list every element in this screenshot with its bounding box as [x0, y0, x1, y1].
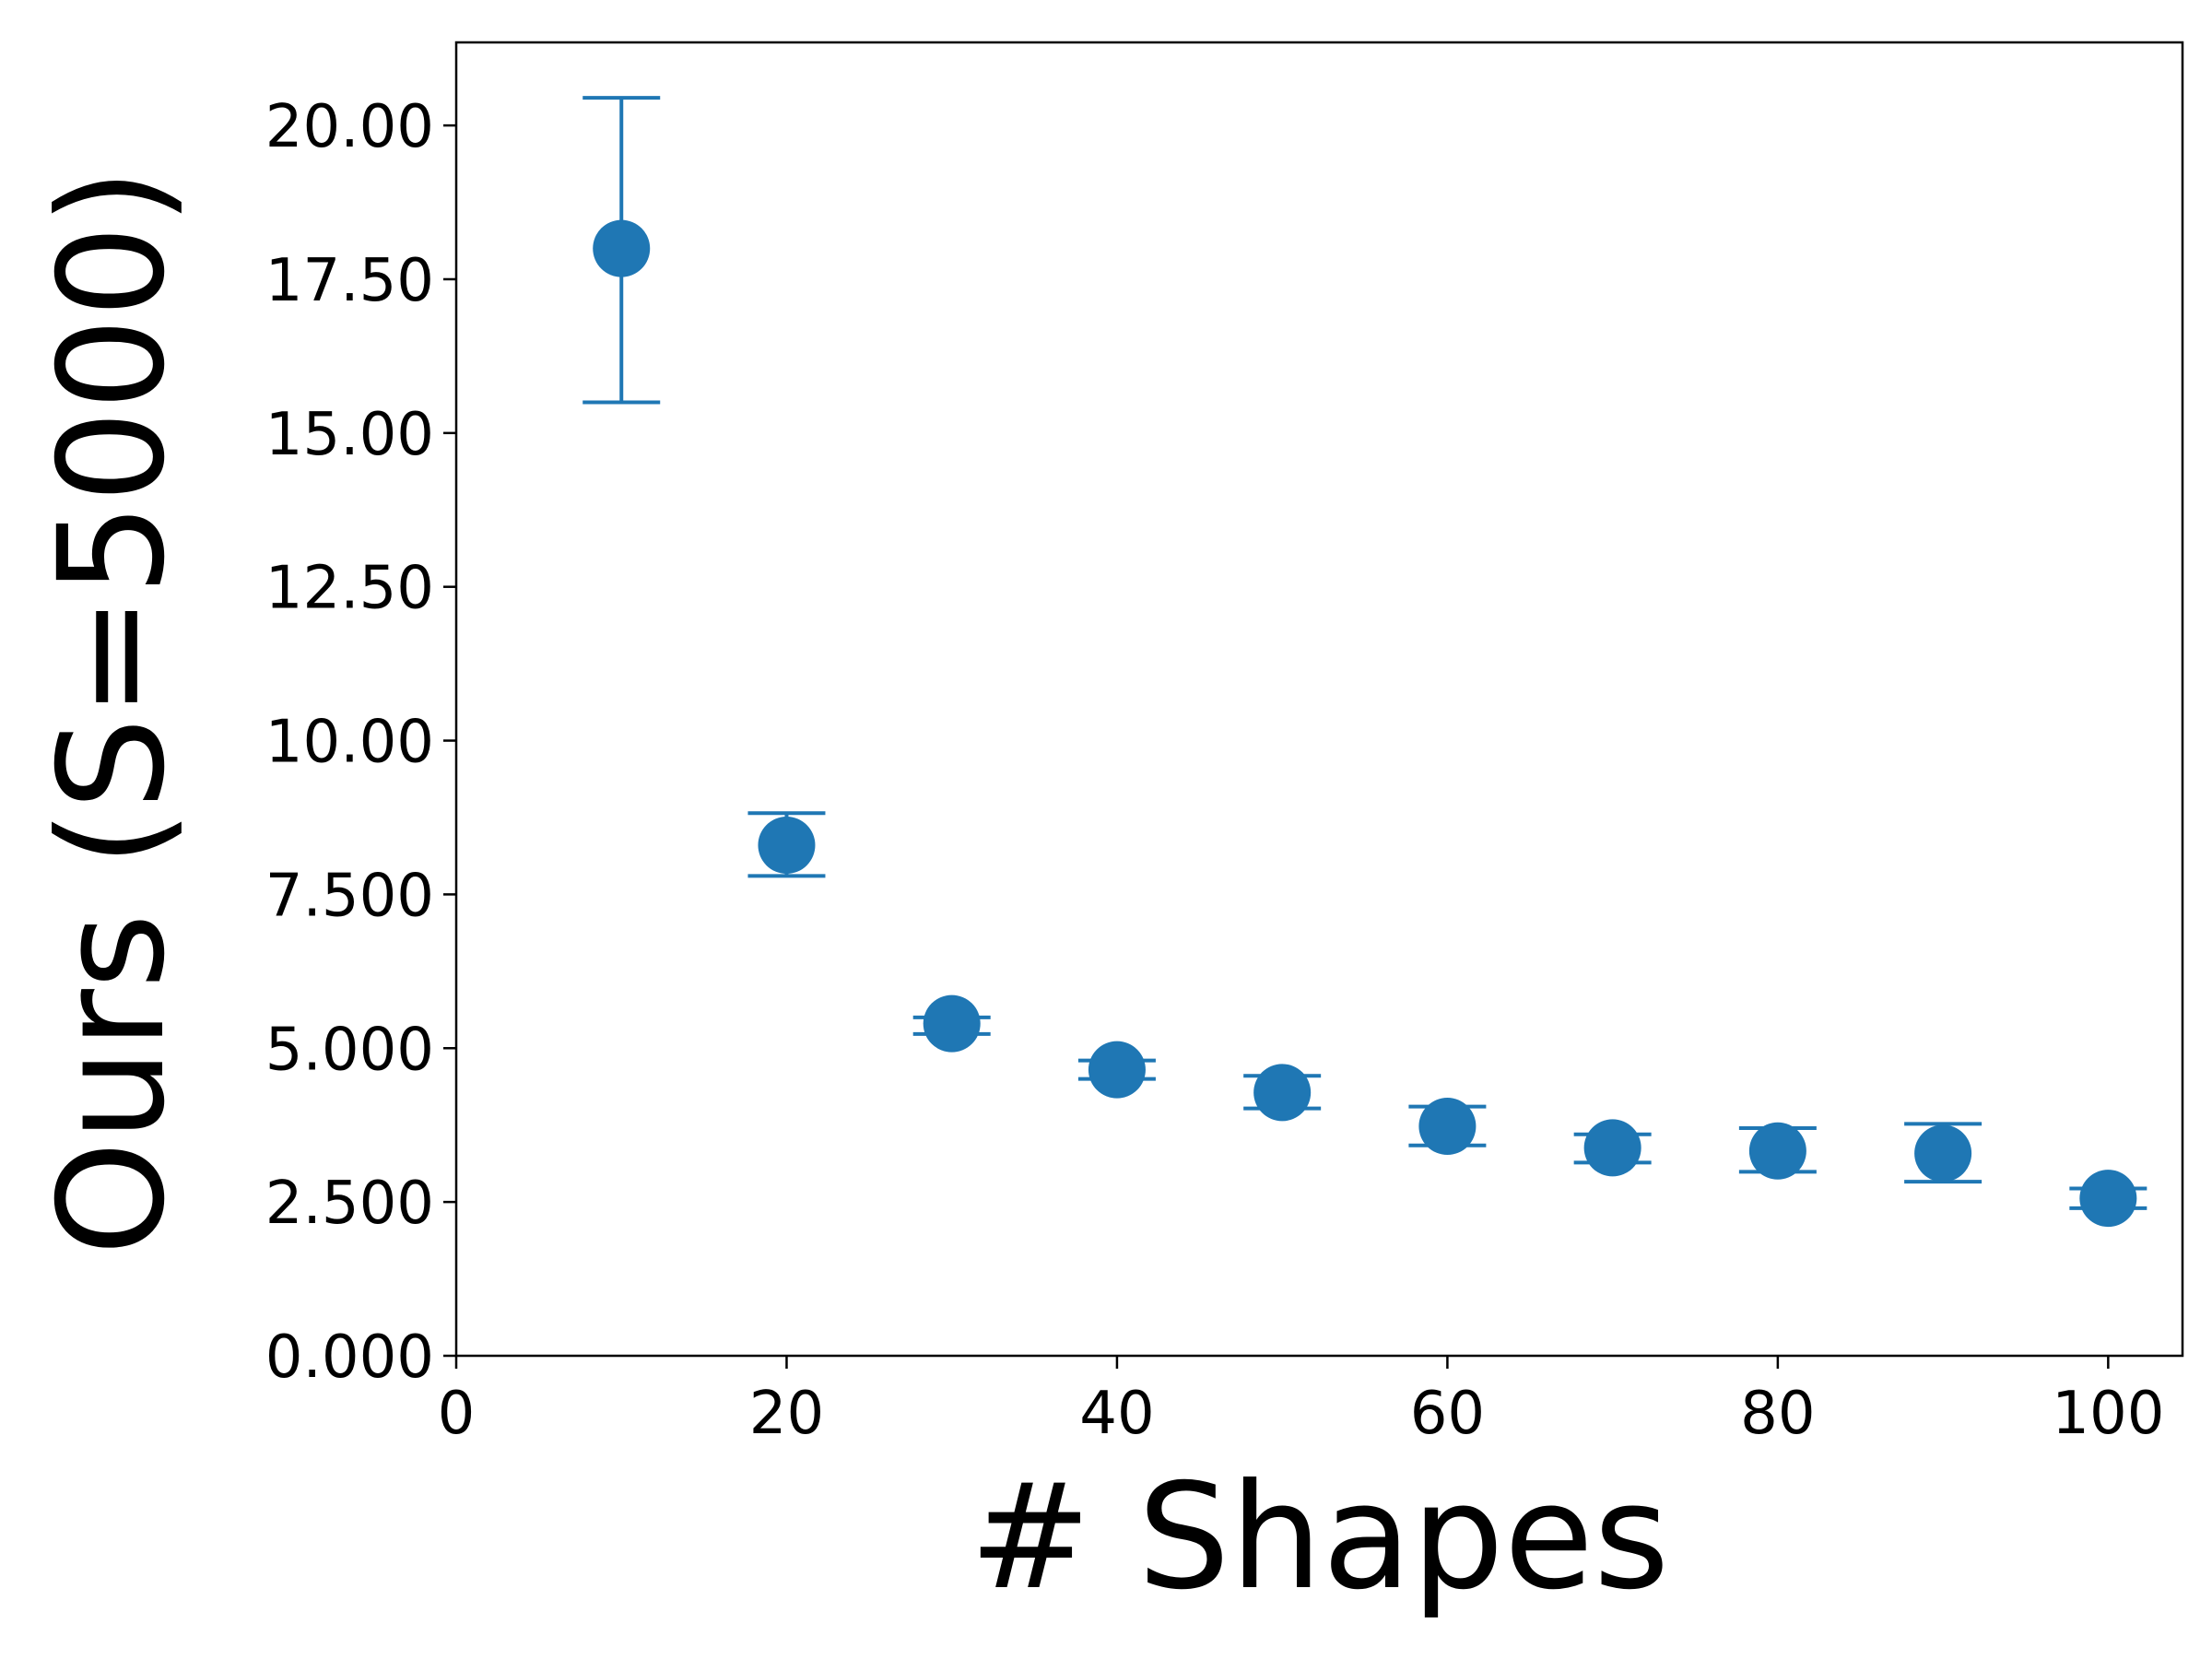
x-tick-label: 60: [1410, 1380, 1485, 1448]
y-tick-label: 20.00: [265, 93, 434, 161]
x-tick-label: 40: [1079, 1380, 1154, 1448]
data-point: [593, 219, 651, 277]
data-point: [1253, 1064, 1312, 1122]
y-tick-label: 0.000: [265, 1324, 434, 1392]
data-point: [1088, 1041, 1146, 1099]
y-tick-label: 12.50: [265, 555, 434, 623]
y-tick-label: 17.50: [265, 247, 434, 315]
y-tick-label: 7.500: [265, 862, 434, 930]
plot-frame: [454, 41, 2184, 1358]
x-tick-label: 80: [1740, 1380, 1815, 1448]
y-tick-label: 10.00: [265, 709, 434, 777]
y-tick-label: 5.000: [265, 1016, 434, 1084]
x-tick-label: 100: [2052, 1380, 2164, 1448]
plot-marks: [582, 96, 2147, 1228]
data-point: [1583, 1119, 1641, 1177]
data-point: [758, 817, 816, 875]
x-axis-title: # Shapes: [970, 1453, 1670, 1622]
data-point: [1748, 1122, 1806, 1180]
x-tick-label: 20: [749, 1380, 824, 1448]
data-point: [923, 994, 981, 1053]
y-tick-label: 15.00: [265, 401, 434, 469]
data-point: [1914, 1124, 1972, 1182]
x-axis-ticks: 0 20 40 60 80 100: [438, 1356, 2164, 1448]
x-tick-label: 0: [438, 1380, 476, 1448]
data-point: [2079, 1170, 2137, 1228]
y-axis-title: Ours (S=5000): [28, 168, 197, 1255]
y-tick-label: 2.500: [265, 1170, 434, 1238]
data-point: [1418, 1098, 1477, 1156]
y-axis-ticks: 0.000 2.500 5.000 7.500 10.00 12.50 15.00 17.50…: [265, 93, 456, 1392]
